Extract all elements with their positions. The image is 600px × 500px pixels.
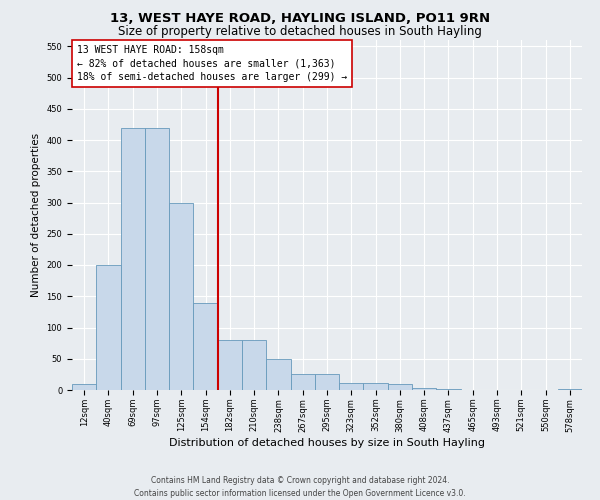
Bar	[339, 382, 364, 390]
Bar	[96, 265, 121, 390]
Bar	[121, 128, 145, 390]
Bar	[436, 389, 461, 390]
Text: 13 WEST HAYE ROAD: 158sqm
← 82% of detached houses are smaller (1,363)
18% of se: 13 WEST HAYE ROAD: 158sqm ← 82% of detac…	[77, 46, 347, 82]
Bar	[218, 340, 242, 390]
Bar	[145, 128, 169, 390]
Bar	[364, 382, 388, 390]
Bar	[242, 340, 266, 390]
Text: Contains HM Land Registry data © Crown copyright and database right 2024.
Contai: Contains HM Land Registry data © Crown c…	[134, 476, 466, 498]
X-axis label: Distribution of detached houses by size in South Hayling: Distribution of detached houses by size …	[169, 438, 485, 448]
Bar	[72, 384, 96, 390]
Bar	[193, 302, 218, 390]
Bar	[169, 202, 193, 390]
Bar	[290, 374, 315, 390]
Bar	[558, 389, 582, 390]
Bar	[315, 374, 339, 390]
Text: 13, WEST HAYE ROAD, HAYLING ISLAND, PO11 9RN: 13, WEST HAYE ROAD, HAYLING ISLAND, PO11…	[110, 12, 490, 26]
Y-axis label: Number of detached properties: Number of detached properties	[31, 133, 41, 297]
Text: Size of property relative to detached houses in South Hayling: Size of property relative to detached ho…	[118, 25, 482, 38]
Bar	[266, 359, 290, 390]
Bar	[412, 388, 436, 390]
Bar	[388, 384, 412, 390]
